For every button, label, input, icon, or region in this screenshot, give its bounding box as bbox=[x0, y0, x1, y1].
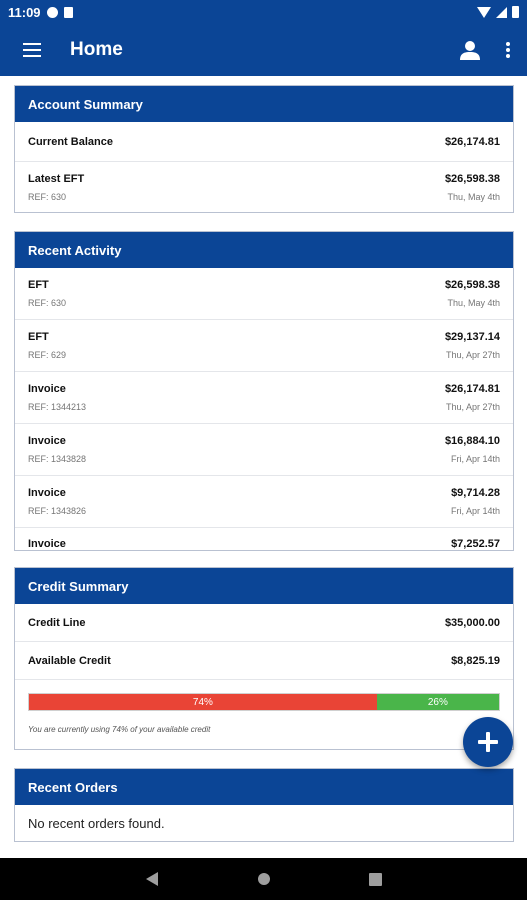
activity-amount: $29,137.14 bbox=[444, 331, 500, 343]
current-balance-label: Current Balance bbox=[28, 135, 113, 148]
page-title: Home bbox=[70, 39, 123, 60]
activity-amount: $7,252.57 bbox=[451, 538, 500, 550]
activity-type: EFT bbox=[28, 331, 49, 343]
activity-ref: REF: 630 bbox=[28, 298, 67, 308]
recent-orders-empty-text: No recent orders found. bbox=[28, 816, 165, 831]
doc-icon bbox=[63, 6, 73, 18]
g-circle-icon bbox=[46, 6, 58, 18]
activity-row[interactable]: Invoice REF: 1344213 $26,174.81 Thu, Apr… bbox=[15, 372, 513, 424]
activity-amount: $9,714.28 bbox=[451, 487, 500, 499]
plus-icon bbox=[478, 732, 498, 752]
credit-used-segment: 74% bbox=[29, 694, 377, 710]
activity-list[interactable]: EFT REF: 630 $26,598.38 Thu, May 4th EFT… bbox=[15, 268, 513, 550]
activity-type: Invoice bbox=[28, 435, 66, 447]
latest-eft-label: Latest EFT bbox=[28, 172, 85, 185]
credit-usage-bar: 74% 26% bbox=[28, 693, 500, 711]
activity-ref: REF: 1343828 bbox=[28, 454, 87, 464]
activity-row[interactable]: EFT REF: 630 $26,598.38 Thu, May 4th bbox=[15, 268, 513, 320]
hamburger-menu-icon bbox=[23, 43, 41, 57]
recent-activity-header: Recent Activity bbox=[15, 232, 513, 268]
activity-type: Invoice bbox=[28, 383, 66, 395]
activity-date: Fri, Apr 14th bbox=[450, 506, 500, 516]
current-balance-row: Current Balance $26,174.81 bbox=[15, 122, 513, 162]
activity-ref: REF: 1343826 bbox=[28, 506, 87, 516]
activity-type: Invoice bbox=[28, 538, 66, 550]
available-credit-amount: $8,825.19 bbox=[451, 654, 500, 667]
activity-row[interactable]: Invoice REF: 1343828 $16,884.10 Fri, Apr… bbox=[15, 424, 513, 476]
latest-eft-date: Thu, May 4th bbox=[447, 191, 500, 202]
account-summary-header: Account Summary bbox=[15, 86, 513, 122]
credit-line-label: Credit Line bbox=[28, 616, 86, 629]
credit-summary-header: Credit Summary bbox=[15, 568, 513, 604]
wifi-icon bbox=[477, 6, 491, 18]
status-time: 11:09 bbox=[8, 4, 41, 20]
recent-orders-card: Recent Orders No recent orders found. bbox=[14, 768, 514, 842]
activity-amount: $26,598.38 bbox=[444, 279, 500, 291]
back-button[interactable] bbox=[140, 867, 164, 891]
more-vert-icon bbox=[506, 42, 510, 58]
signal-icon bbox=[496, 6, 507, 18]
activity-ref: REF: 629 bbox=[28, 350, 67, 360]
menu-button[interactable] bbox=[0, 24, 64, 76]
activity-date: Thu, Apr 27th bbox=[445, 350, 500, 360]
credit-usage-note: You are currently using 74% of your avai… bbox=[28, 725, 211, 734]
activity-ref: REF: 1344213 bbox=[28, 402, 87, 412]
credit-line-amount: $35,000.00 bbox=[444, 616, 500, 629]
latest-eft-ref: REF: 630 bbox=[28, 191, 67, 202]
latest-eft-row[interactable]: Latest EFT REF: 630 $26,598.38 Thu, May … bbox=[15, 162, 513, 212]
status-bar: 11:09 bbox=[0, 0, 527, 24]
recent-orders-header: Recent Orders bbox=[15, 769, 513, 805]
activity-type: EFT bbox=[28, 279, 49, 291]
account-summary-card: Account Summary Current Balance $26,174.… bbox=[14, 85, 514, 213]
activity-row[interactable]: EFT REF: 629 $29,137.14 Thu, Apr 27th bbox=[15, 320, 513, 372]
credit-summary-card: Credit Summary Credit Line $35,000.00 Av… bbox=[14, 567, 514, 750]
main-content[interactable]: Account Summary Current Balance $26,174.… bbox=[0, 76, 527, 858]
activity-row[interactable]: Invoice REF: 1343826 $9,714.28 Fri, Apr … bbox=[15, 476, 513, 528]
activity-date: Fri, Apr 14th bbox=[450, 454, 500, 464]
recents-button[interactable] bbox=[364, 867, 388, 891]
activity-date: Thu, May 4th bbox=[447, 298, 500, 308]
activity-date: Thu, Apr 27th bbox=[445, 402, 500, 412]
latest-eft-amount: $26,598.38 bbox=[444, 172, 500, 185]
activity-row[interactable]: Invoice $7,252.57 bbox=[15, 528, 513, 550]
overflow-menu-button[interactable] bbox=[489, 24, 527, 76]
account-button[interactable] bbox=[451, 24, 489, 76]
home-icon bbox=[257, 873, 270, 885]
credit-available-segment: 26% bbox=[376, 694, 499, 710]
add-fab-button[interactable] bbox=[463, 717, 513, 767]
activity-type: Invoice bbox=[28, 487, 66, 499]
account-icon bbox=[460, 41, 480, 60]
app-bar: Home bbox=[0, 24, 527, 76]
available-credit-row: Available Credit $8,825.19 bbox=[15, 642, 513, 680]
back-icon bbox=[145, 872, 158, 886]
available-credit-label: Available Credit bbox=[28, 654, 111, 667]
activity-amount: $16,884.10 bbox=[444, 435, 500, 447]
system-nav-bar bbox=[0, 858, 527, 900]
credit-line-row: Credit Line $35,000.00 bbox=[15, 604, 513, 642]
home-button[interactable] bbox=[252, 867, 276, 891]
recents-icon bbox=[369, 872, 382, 886]
battery-icon bbox=[512, 6, 519, 18]
current-balance-amount: $26,174.81 bbox=[444, 135, 500, 148]
activity-amount: $26,174.81 bbox=[444, 383, 500, 395]
recent-activity-card: Recent Activity EFT REF: 630 $26,598.38 … bbox=[14, 231, 514, 551]
